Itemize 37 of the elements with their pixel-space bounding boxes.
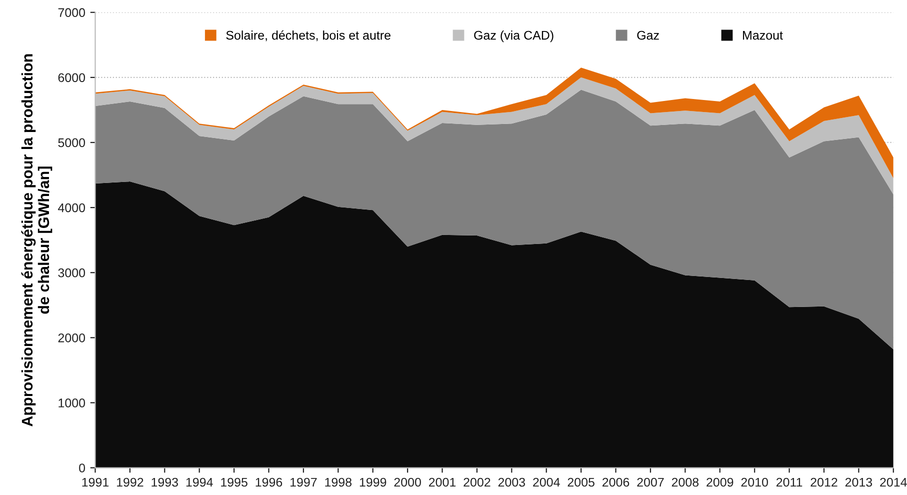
x-tick-label: 2012 bbox=[810, 478, 838, 487]
y-tick-label: 3000 bbox=[58, 268, 86, 278]
legend-label: Gaz (via CAD) bbox=[474, 30, 554, 42]
y-tick-label: 6000 bbox=[58, 73, 86, 82]
x-tick-label: 1991 bbox=[82, 478, 109, 487]
x-tick-label: 1997 bbox=[290, 478, 317, 487]
x-tick-label: 2006 bbox=[602, 478, 630, 487]
x-tick-label: 1992 bbox=[116, 478, 144, 487]
y-tick-label: 5000 bbox=[58, 138, 86, 148]
x-tick-label: 1994 bbox=[186, 478, 213, 487]
x-tick-label: 2004 bbox=[533, 478, 560, 487]
legend-label: Mazout bbox=[743, 30, 783, 40]
y-tick-label: 4000 bbox=[58, 203, 86, 212]
x-tick-label: 2008 bbox=[672, 478, 699, 487]
x-tick-label: 2005 bbox=[568, 478, 594, 487]
legend-label: Gaz bbox=[637, 30, 659, 40]
x-tick-label: 2014 bbox=[880, 478, 907, 487]
x-tick-label: 2011 bbox=[776, 478, 802, 487]
x-tick-label: 2010 bbox=[741, 478, 768, 487]
y-tick-label: 7000 bbox=[58, 8, 86, 18]
x-tick-label: 1995 bbox=[221, 478, 248, 487]
y-axis-title: Approvisionnement énergétique pour la production de chaleur [GWh/an] bbox=[21, 54, 52, 426]
x-tick-label: 2000 bbox=[394, 478, 421, 487]
legend-label: Solaire, déchets, bois et autre bbox=[226, 30, 390, 42]
x-tick-label: 1996 bbox=[256, 478, 282, 487]
y-tick-label: 0 bbox=[79, 464, 86, 472]
x-tick-label: 2009 bbox=[706, 478, 734, 487]
y-tick-label: 1000 bbox=[58, 398, 86, 408]
x-tick-label: 1999 bbox=[360, 478, 386, 487]
x-tick-label: 2003 bbox=[498, 478, 526, 487]
x-tick-label: 2007 bbox=[637, 478, 664, 487]
x-tick-label: 2001 bbox=[428, 478, 456, 487]
x-tick-label: 2013 bbox=[845, 478, 872, 487]
x-tick-label: 1998 bbox=[325, 478, 352, 487]
x-tick-label: 2002 bbox=[464, 478, 490, 487]
y-tick-label: 2000 bbox=[58, 333, 86, 342]
x-tick-label: 1993 bbox=[152, 478, 178, 487]
